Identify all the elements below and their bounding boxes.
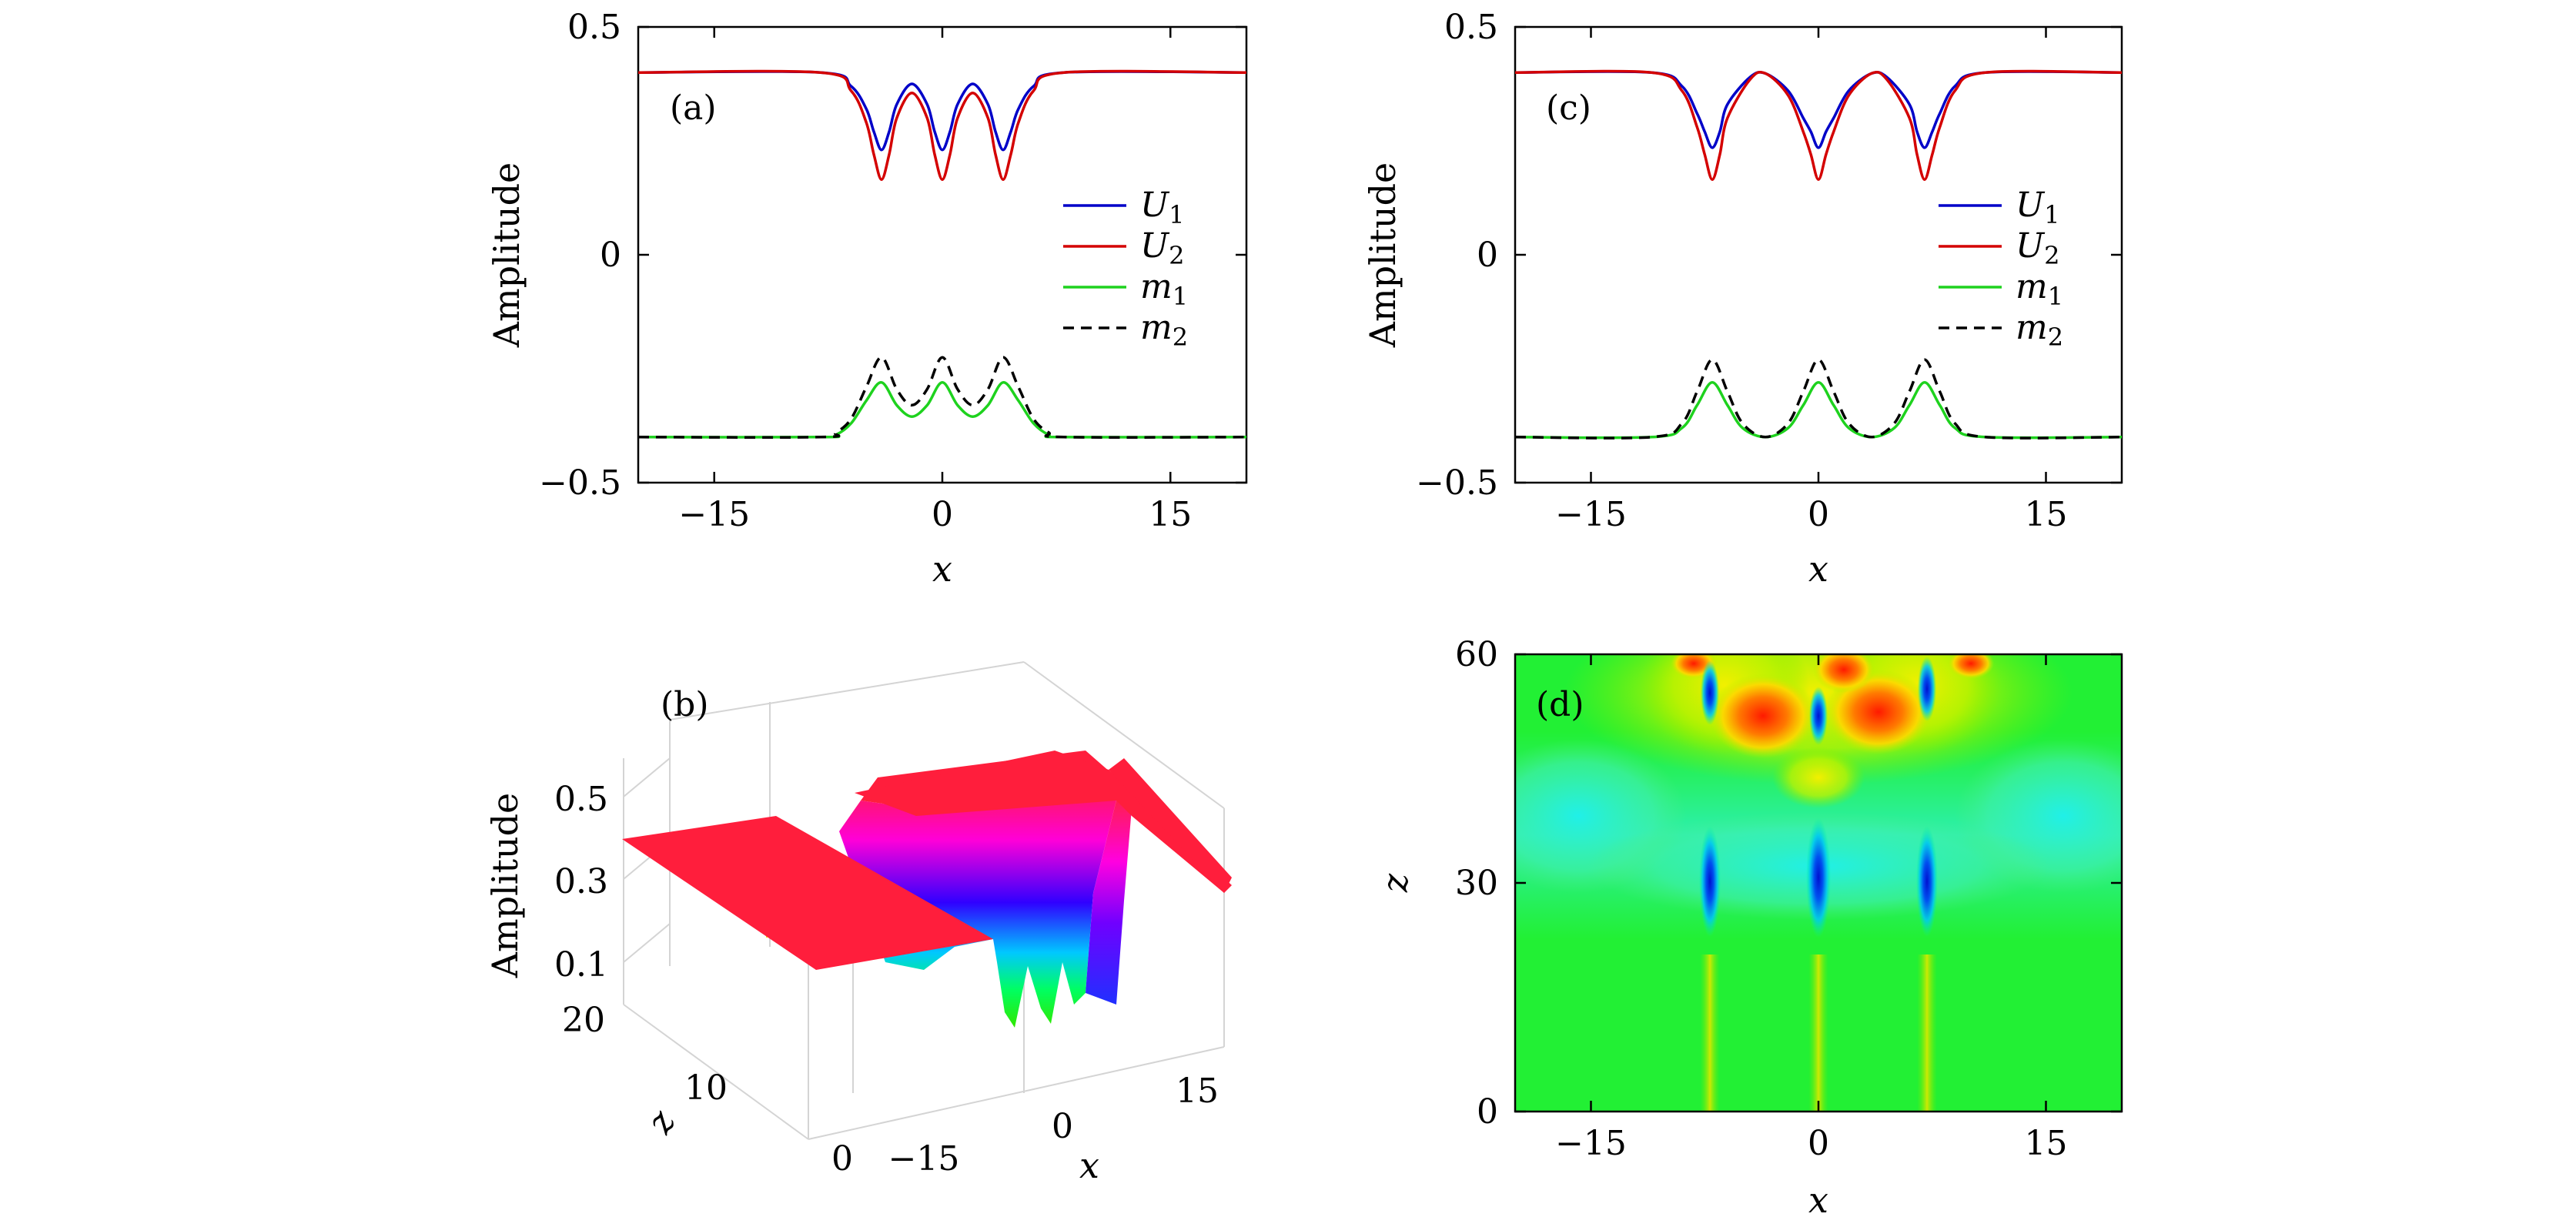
series-line-u1 bbox=[637, 70, 1247, 152]
tick-label: 0 bbox=[831, 1139, 853, 1179]
surface-front-plateau bbox=[622, 816, 993, 970]
x-tick-label: 15 bbox=[1149, 495, 1192, 534]
legend-entry: U2 bbox=[1140, 226, 1184, 270]
legend-entry: m2 bbox=[2016, 308, 2063, 352]
x-tick-label: 0 bbox=[932, 495, 953, 534]
y-tick-label: 0.5 bbox=[1444, 8, 1498, 47]
legend-entry: U1 bbox=[1140, 186, 1184, 229]
y-tick-label: 0 bbox=[1477, 236, 1498, 275]
x-tick-label: −15 bbox=[678, 495, 750, 534]
y-tick-label: 60 bbox=[1455, 635, 1498, 674]
tick-label: −15 bbox=[888, 1139, 960, 1179]
x-axis-label: x bbox=[932, 548, 952, 590]
legend-entry: m1 bbox=[2016, 267, 2063, 311]
y-tick-label: 0.5 bbox=[567, 8, 621, 47]
tick-label: 15 bbox=[1176, 1072, 1219, 1111]
panel-label: (d) bbox=[1536, 685, 1584, 724]
series-line-u1 bbox=[1514, 70, 2123, 149]
legend-entry: m1 bbox=[1140, 267, 1188, 311]
series-line-m1 bbox=[1514, 381, 2123, 440]
legend-entry: U2 bbox=[2016, 226, 2059, 270]
series-lines bbox=[1514, 69, 2123, 440]
x-tick-label: 15 bbox=[2025, 1124, 2068, 1163]
x-axis-label: x bbox=[1079, 1145, 1099, 1186]
surface-dip-region bbox=[839, 777, 1116, 1028]
y-axis-label: Amplitude bbox=[486, 162, 527, 349]
x-axis-label: x bbox=[1808, 1179, 1828, 1221]
surface-right-plateau-front bbox=[1109, 758, 1232, 893]
y-tick-label: −0.5 bbox=[539, 463, 621, 503]
panel-label: (a) bbox=[670, 89, 717, 128]
tick-label: 10 bbox=[684, 1068, 728, 1108]
z-axis: 0.5 0.3 0.1 Amplitude bbox=[484, 780, 608, 985]
surface-right-plateau bbox=[855, 751, 1232, 893]
tick-label: 20 bbox=[562, 1001, 605, 1040]
tick-label: 0.1 bbox=[554, 945, 608, 985]
x-tick-label: 0 bbox=[1808, 1124, 1829, 1163]
y-axis-label: z bbox=[1374, 873, 1416, 893]
series-line-m1 bbox=[637, 381, 1247, 439]
panel-d: −15 0 15 0 30 60 (d) x z bbox=[1374, 635, 2123, 1221]
x-tick-label: −15 bbox=[1555, 495, 1627, 534]
tick-label: 0 bbox=[1052, 1107, 1073, 1146]
x-axis-depth: −15 0 15 x bbox=[888, 1072, 1219, 1186]
z-axis-label: Amplitude bbox=[484, 793, 526, 979]
x-tick-label: 0 bbox=[1808, 495, 1829, 534]
y-tick-label: 0 bbox=[1477, 1092, 1498, 1132]
y-tick-label: 0 bbox=[600, 236, 621, 275]
surface-edge-wall bbox=[1086, 801, 1132, 1005]
tick-label: 0.5 bbox=[554, 780, 608, 819]
legend-entry: m2 bbox=[1140, 308, 1188, 352]
tick-label: 0.3 bbox=[554, 862, 608, 901]
legend-entry: U1 bbox=[2016, 186, 2059, 229]
series-lines bbox=[637, 69, 1247, 439]
y-axis-label: Amplitude bbox=[1362, 162, 1403, 349]
series-line-m2 bbox=[637, 356, 1247, 439]
heatmap bbox=[1515, 654, 2122, 1112]
series-line-u2 bbox=[1514, 69, 2123, 182]
panel-label: (b) bbox=[661, 685, 709, 724]
panel-b: 0.5 0.3 0.1 Amplitude 20 10 0 z −15 0 15… bbox=[484, 661, 1232, 1186]
y-tick-label: 30 bbox=[1455, 864, 1498, 903]
x-tick-label: 15 bbox=[2025, 495, 2068, 534]
panel-label: (c) bbox=[1546, 89, 1591, 128]
y-tick-label: −0.5 bbox=[1416, 463, 1498, 503]
x-tick-label: −15 bbox=[1555, 1124, 1627, 1163]
series-line-u2 bbox=[637, 69, 1247, 182]
y-axis-depth: 20 10 0 z bbox=[562, 1001, 853, 1179]
series-line-m2 bbox=[1514, 358, 2123, 440]
depth-axis-label: z bbox=[637, 1102, 684, 1141]
x-axis-label: x bbox=[1808, 548, 1828, 590]
